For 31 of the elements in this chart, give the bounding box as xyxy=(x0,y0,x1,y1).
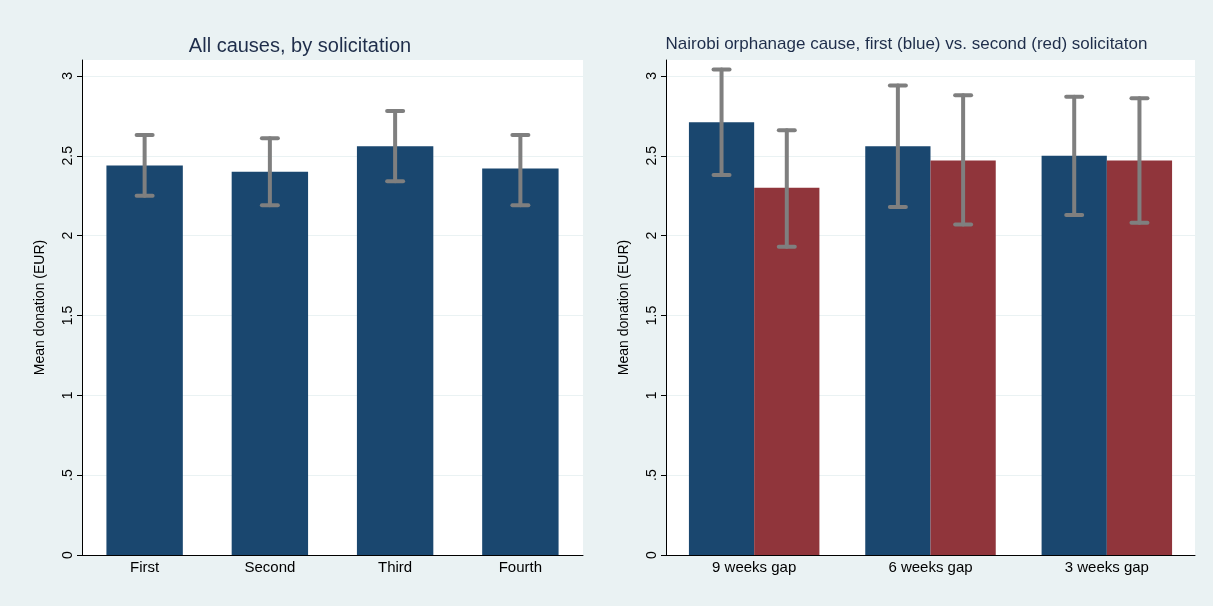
chart-title: All causes, by solicitation xyxy=(188,34,412,56)
x-tick-label: Fourth xyxy=(498,558,543,575)
y-tick-label: 1 xyxy=(59,391,75,400)
y-tick-label: 1.5 xyxy=(59,305,75,326)
x-tick-label: 6 weeks gap xyxy=(888,558,973,575)
y-tick-label: 2 xyxy=(643,231,659,240)
bar xyxy=(754,187,820,555)
bar xyxy=(930,160,996,555)
x-tick-label: 9 weeks gap xyxy=(712,558,797,575)
y-tick-label: 2.5 xyxy=(643,145,659,166)
y-tick-label: 3 xyxy=(643,71,659,80)
x-tick-label: Second xyxy=(244,558,296,575)
x-tick-label: Third xyxy=(378,558,413,575)
y-tick-label: .5 xyxy=(59,469,75,482)
y-tick-label: 3 xyxy=(59,71,75,80)
y-tick-label: 2 xyxy=(59,231,75,240)
y-axis-title: Mean donation (EUR) xyxy=(31,239,47,376)
bar xyxy=(1106,160,1173,555)
y-tick-label: 0 xyxy=(643,550,659,559)
y-tick-label: 0 xyxy=(59,550,75,559)
y-tick-label: .5 xyxy=(643,469,659,482)
y-axis-title: Mean donation (EUR) xyxy=(615,239,631,376)
y-tick-label: 1.5 xyxy=(643,305,659,326)
chart-title: Nairobi orphanage cause, first (blue) vs. second (red) solicitaton xyxy=(665,34,1148,53)
bar xyxy=(865,146,931,555)
y-tick-label: 2.5 xyxy=(59,145,75,166)
x-tick-label: 3 weeks gap xyxy=(1064,558,1149,575)
bar xyxy=(688,122,755,555)
y-tick-label: 1 xyxy=(643,391,659,400)
bar xyxy=(1041,155,1107,555)
x-tick-label: First xyxy=(130,558,161,575)
